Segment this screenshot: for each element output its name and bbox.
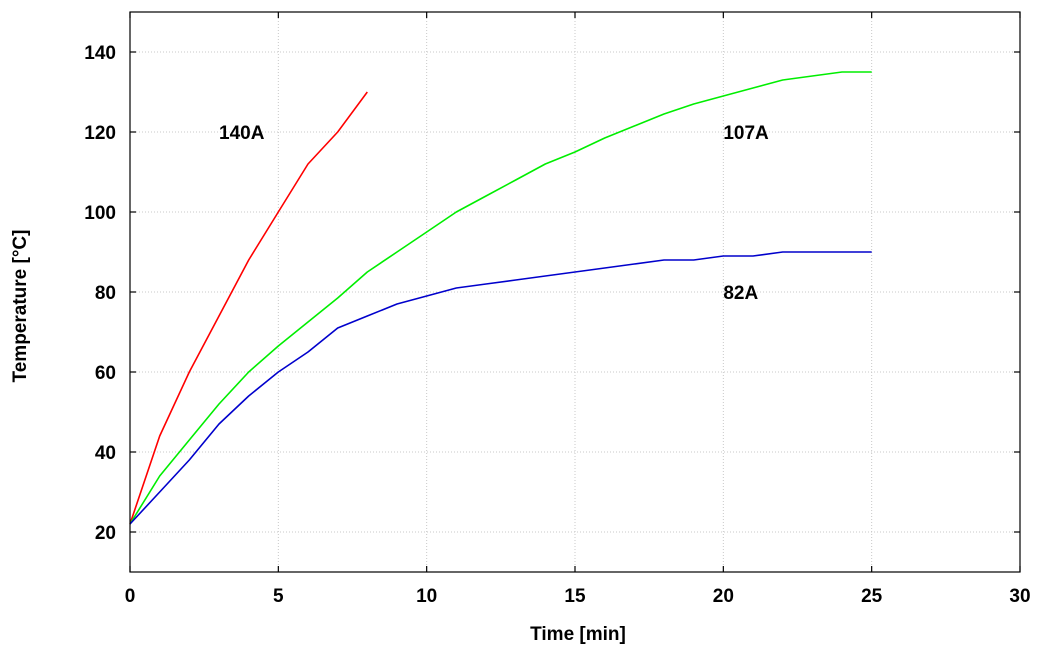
- x-tick-label: 30: [1009, 586, 1030, 607]
- series-label-140A: 140A: [219, 123, 265, 144]
- y-tick-label: 40: [95, 443, 116, 464]
- y-tick-label: 100: [84, 203, 116, 224]
- grid: [130, 12, 1020, 572]
- y-tick-label: 120: [84, 123, 116, 144]
- x-tick-label: 10: [416, 586, 437, 607]
- series-label-82A: 82A: [723, 283, 758, 304]
- x-tick-label: 0: [125, 586, 136, 607]
- series-labels: 140A 107A 82A: [219, 123, 769, 304]
- series-label-107A: 107A: [723, 123, 769, 144]
- y-tick-label: 60: [95, 363, 116, 384]
- y-tick-labels: 20 40 60 80 100 120 140: [84, 43, 116, 544]
- y-tick-label: 20: [95, 523, 116, 544]
- x-tick-label: 5: [273, 586, 284, 607]
- y-axis-title: Temperature [°C]: [10, 230, 31, 383]
- x-tick-label: 25: [861, 586, 883, 607]
- y-tick-label: 140: [84, 43, 116, 64]
- x-tick-labels: 0 5 10 15 20 25 30: [125, 586, 1031, 607]
- series-line-107A: [129, 71, 872, 525]
- x-tick-label: 20: [713, 586, 734, 607]
- x-tick-label: 15: [564, 586, 586, 607]
- x-axis-title: Time [min]: [530, 624, 626, 645]
- series-group: [129, 71, 872, 525]
- series-line-140A: [129, 91, 368, 525]
- series-line-82A: [129, 251, 872, 525]
- axis-ticks: [129, 12, 1021, 572]
- y-tick-label: 80: [95, 283, 116, 304]
